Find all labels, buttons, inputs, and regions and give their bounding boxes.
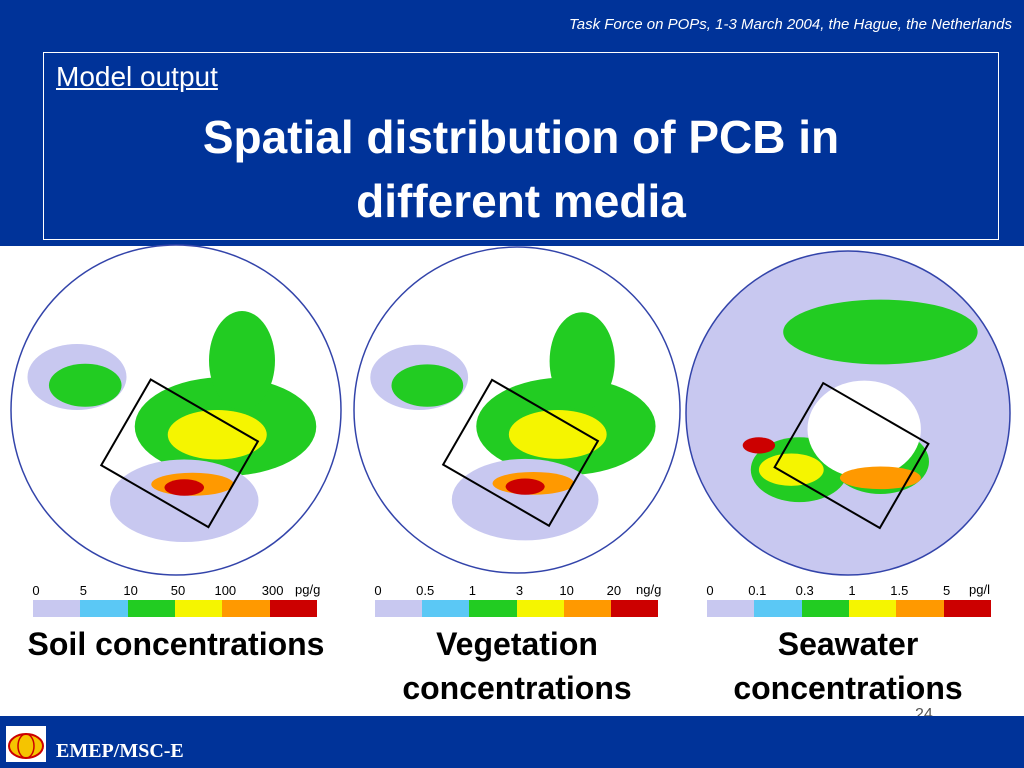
scale-label: 100	[214, 583, 237, 598]
unit-label: ng/g	[636, 582, 662, 597]
colorbar-segment	[127, 600, 175, 617]
scale-label: 1	[468, 583, 476, 598]
map-region	[839, 466, 921, 490]
caption: Vegetation concentrations	[402, 626, 632, 706]
event-text: Task Force on POPs, 1-3 March 2004, the …	[568, 16, 1012, 33]
colorbar-segment	[422, 600, 470, 617]
map-region	[505, 478, 545, 495]
logo-globe	[8, 733, 44, 759]
map-region	[742, 437, 776, 454]
colorbar	[707, 600, 991, 617]
colorbar-segment	[610, 600, 659, 617]
colorbar-segment	[943, 600, 991, 617]
colorbar-segment	[375, 600, 423, 617]
scale-label: 300	[261, 583, 284, 598]
map-region	[451, 458, 599, 541]
map	[685, 250, 1011, 576]
map-region	[48, 363, 122, 407]
colorbar-segment	[896, 600, 944, 617]
colorbar-segment	[269, 600, 317, 617]
map-region	[549, 312, 615, 410]
scale-label: 10	[123, 583, 138, 598]
org-name: EMEP/MSC-E	[56, 740, 184, 762]
scale-label: 5	[943, 583, 951, 598]
scale-label: 50	[170, 583, 186, 598]
scale-label: 10	[559, 583, 574, 598]
map-region	[209, 311, 275, 410]
map-region	[167, 410, 267, 460]
colorbar-segment	[754, 600, 802, 617]
colorbar	[375, 600, 659, 617]
scale-label: 1.5	[890, 583, 909, 598]
caption: Seawater concentrations	[733, 626, 963, 706]
scale-label: 1	[848, 583, 856, 598]
domain-box	[441, 378, 600, 528]
scale-label: 20	[606, 583, 622, 598]
map-region	[110, 459, 259, 542]
scale-label: 5	[79, 583, 87, 598]
scale-label: 0	[32, 583, 40, 598]
logo-meridian	[17, 733, 35, 759]
scale-label: 0	[706, 583, 714, 598]
map-region	[508, 410, 607, 459]
scale-label: 3	[515, 583, 524, 598]
unit-label: pg/l	[969, 582, 990, 597]
scale-label: 0.5	[416, 583, 435, 598]
unit-label: pg/g	[295, 582, 321, 597]
footer-band: EMEP/MSC-E	[0, 716, 1024, 768]
colorbar-segment	[222, 600, 270, 617]
main-title: Spatial distribution of PCB in different…	[202, 111, 840, 227]
map	[353, 246, 681, 574]
colorbar-segment	[563, 600, 611, 617]
logo	[6, 726, 46, 762]
scale-label: 0	[374, 583, 382, 598]
colorbar-segment	[33, 600, 81, 617]
map	[10, 244, 342, 576]
colorbar	[33, 600, 317, 617]
colorbar-segment	[80, 600, 128, 617]
colorbar-segment	[801, 600, 849, 617]
map-region	[783, 299, 978, 365]
map-region	[758, 453, 824, 486]
colorbar-segment	[469, 600, 517, 617]
kicker: Model output	[56, 61, 218, 92]
scale-label: 0.1	[748, 583, 767, 598]
map-region	[807, 380, 921, 478]
header-band: Task Force on POPs, 1-3 March 2004, the …	[0, 0, 1024, 246]
map-region	[391, 364, 464, 407]
domain-box	[99, 378, 260, 529]
colorbar-segment	[174, 600, 223, 617]
domain-box	[773, 381, 930, 530]
colorbar-segment	[848, 600, 897, 617]
colorbar-segment	[707, 600, 755, 617]
title-box: Model output Spatial distribution of PCB…	[43, 52, 999, 240]
map-region	[164, 479, 205, 496]
scale-label: 0.3	[795, 583, 814, 598]
colorbar-segment	[516, 600, 564, 617]
caption: Soil concentrations	[27, 626, 325, 662]
